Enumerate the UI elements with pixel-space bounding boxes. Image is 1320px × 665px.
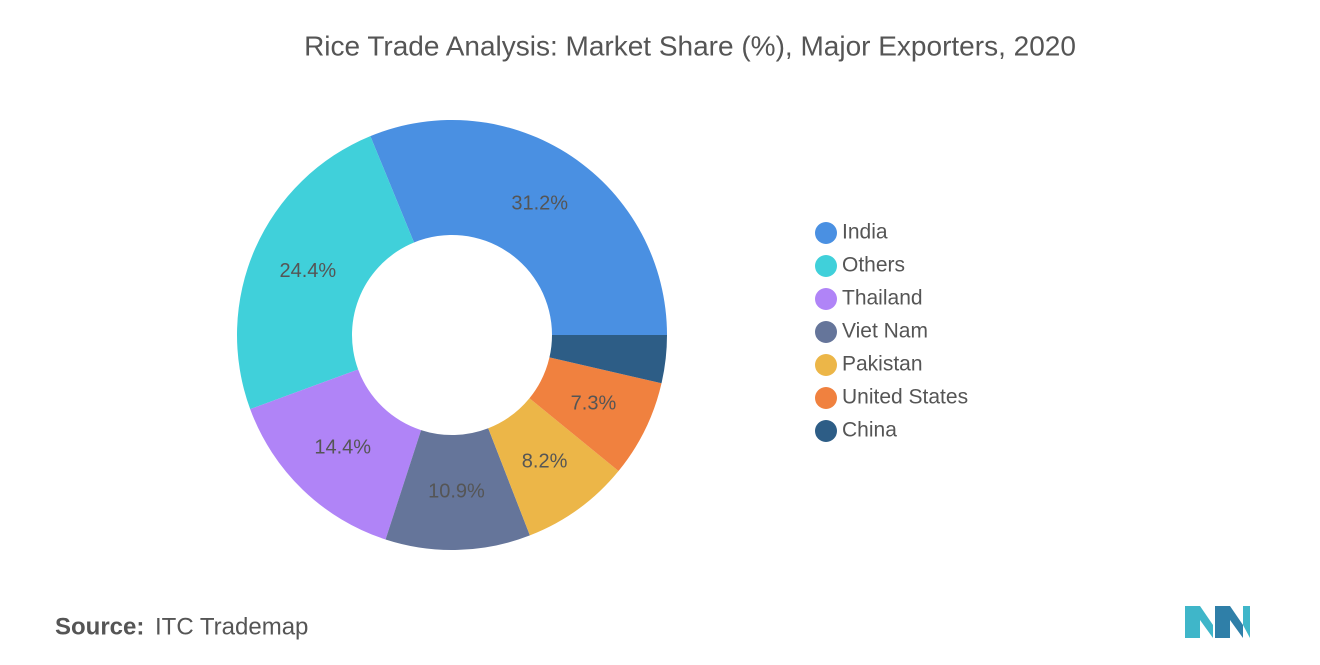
- data-label: 24.4%: [279, 260, 336, 282]
- data-label: 31.2%: [511, 192, 568, 214]
- legend-marker: [815, 288, 837, 310]
- donut-slice: [549, 335, 667, 384]
- data-label: 7.3%: [571, 393, 617, 415]
- logo: [1185, 606, 1250, 638]
- source-text: ITC Trademap: [155, 613, 308, 640]
- legend-label: Pakistan: [842, 353, 923, 376]
- data-label: 14.4%: [314, 437, 371, 459]
- legend-marker: [815, 387, 837, 409]
- donut-slice: [529, 357, 662, 472]
- source-label: Source:: [55, 613, 144, 640]
- legend-label: United States: [842, 386, 968, 409]
- legend-label: Others: [842, 254, 905, 277]
- donut-slice: [385, 428, 530, 550]
- legend-label: China: [842, 419, 897, 442]
- chart-title: Rice Trade Analysis: Market Share (%), M…: [304, 30, 1076, 61]
- data-label: 10.9%: [428, 481, 485, 503]
- donut-slice: [237, 136, 415, 410]
- donut-slice: [370, 120, 667, 335]
- legend-marker: [815, 321, 837, 343]
- donut-slice: [488, 398, 619, 536]
- legend-label: India: [842, 221, 888, 244]
- data-label: 8.2%: [522, 451, 568, 473]
- legend-marker: [815, 255, 837, 277]
- legend-marker: [815, 222, 837, 244]
- legend-label: Viet Nam: [842, 320, 928, 343]
- legend-marker: [815, 354, 837, 376]
- legend-label: Thailand: [842, 287, 923, 310]
- legend-marker: [815, 420, 837, 442]
- donut-slice: [250, 369, 422, 540]
